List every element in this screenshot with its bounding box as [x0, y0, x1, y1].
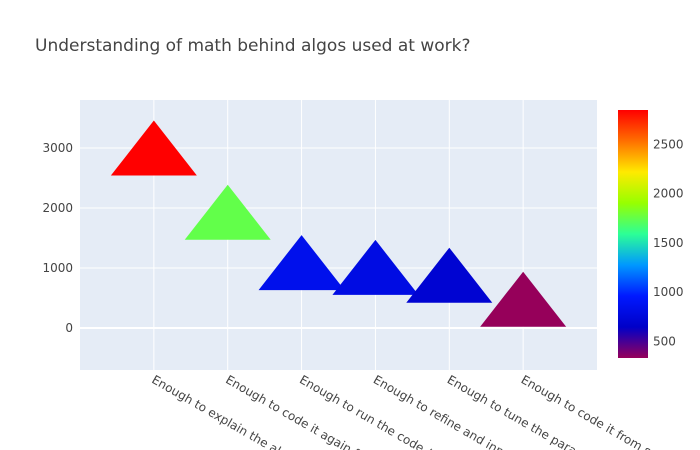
y-tick-label: 2000 — [42, 201, 73, 215]
colorbar-tick-label: 2500 — [653, 137, 684, 151]
colorbar-tick-label: 1500 — [653, 236, 684, 250]
triangle-marker[interactable] — [480, 271, 567, 327]
y-tick-label: 3000 — [42, 141, 73, 155]
colorbar-tick-label: 2000 — [653, 187, 684, 201]
y-tick-label: 1000 — [42, 261, 73, 275]
colorbar: 500 1000 1500 2000 2500 — [618, 110, 684, 358]
y-axis: 0 1000 2000 3000 — [42, 141, 73, 335]
y-tick-label: 0 — [65, 321, 73, 335]
colorbar-gradient — [618, 110, 648, 358]
triangle-marker[interactable] — [406, 247, 493, 303]
colorbar-tick-label: 500 — [653, 334, 676, 348]
triangle-marker[interactable] — [184, 184, 271, 240]
triangle-marker[interactable] — [332, 239, 419, 295]
triangle-marker[interactable] — [258, 235, 345, 291]
triangle-marker[interactable] — [110, 120, 197, 176]
data-markers — [110, 120, 567, 327]
chart-title: Understanding of math behind algos used … — [35, 36, 471, 56]
colorbar-tick-label: 1000 — [653, 285, 684, 299]
